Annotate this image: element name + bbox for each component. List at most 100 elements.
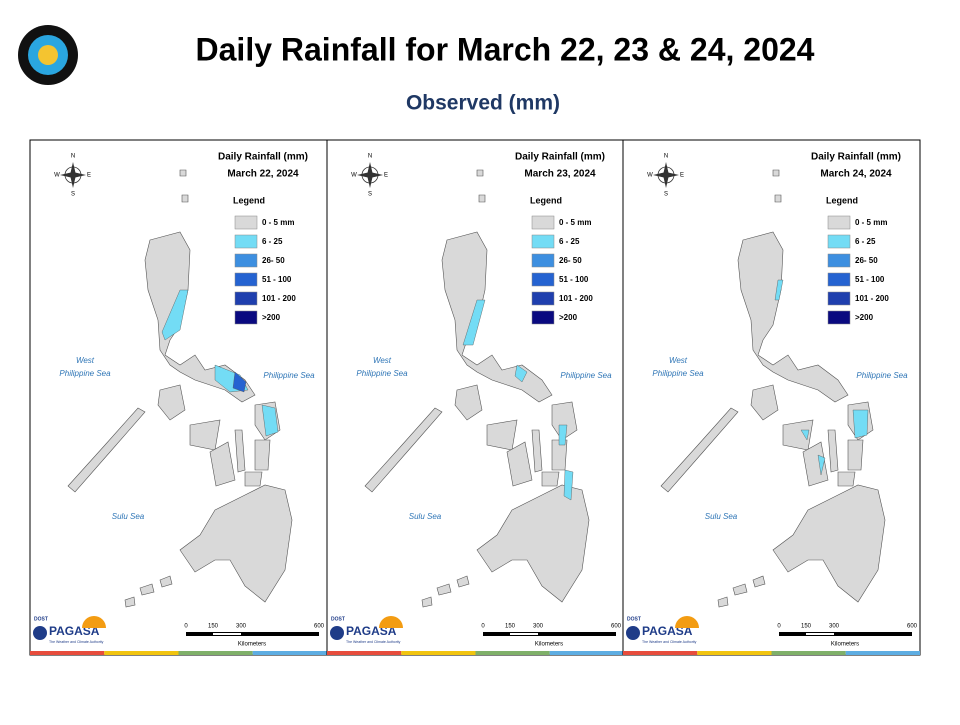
logo-text: DOST (34, 616, 48, 622)
scale-label: 300 (829, 624, 840, 630)
legend-swatch (531, 291, 555, 306)
compass-label: W (351, 173, 357, 179)
rainfall-area (161, 289, 189, 341)
rainfall-area (261, 404, 279, 437)
scale-bar (186, 632, 319, 636)
color-strip (178, 651, 253, 655)
logo-umbrella (379, 616, 403, 628)
scale-label: 600 (907, 624, 918, 630)
scale-label: 600 (611, 624, 622, 630)
page-subtitle: Observed (mm) (406, 92, 560, 115)
sea-label: Philippine Sea (263, 371, 315, 380)
legend-swatch (531, 272, 555, 287)
scale-label: 150 (505, 624, 516, 630)
rainfall-area (563, 469, 574, 501)
panel-title: Daily Rainfall (mm) (811, 152, 901, 163)
panels: Daily Rainfall (mm) March 22, 2024 N S W E Leg… (29, 139, 921, 656)
rainfall-area (558, 424, 568, 446)
color-strip (401, 651, 476, 655)
sea-label: Sulu Sea (112, 512, 145, 521)
compass-label: N (664, 154, 668, 160)
color-strip (104, 651, 179, 655)
sea-label: Philippine Sea (560, 371, 612, 380)
legend-label: 51 - 100 (559, 275, 589, 284)
compass-label: S (71, 192, 75, 198)
color-strip (30, 651, 105, 655)
color-strip (475, 651, 550, 655)
logo (18, 25, 78, 85)
compass-label: E (87, 173, 91, 179)
compass-label: S (664, 192, 668, 198)
scale-label: 0 (777, 624, 781, 630)
legend-label: 6 - 25 (559, 237, 580, 246)
compass (60, 172, 86, 178)
sea-label: Philippine Sea (652, 369, 704, 378)
compass-label: N (368, 154, 372, 160)
legend-swatch (234, 291, 258, 306)
scale-bar (510, 633, 538, 635)
color-strip (252, 651, 327, 655)
sea-label: Philippine Sea (356, 369, 408, 378)
legend-label: 51 - 100 (262, 275, 292, 284)
scale-bar (806, 633, 834, 635)
legend-label: 26- 50 (262, 256, 285, 265)
legend-label: 6 - 25 (855, 237, 876, 246)
rainfall-area (514, 364, 528, 383)
legend-swatch (827, 215, 851, 230)
legend-label: 26- 50 (855, 256, 878, 265)
scale-label: 600 (314, 624, 325, 630)
panel-date: March 22, 2024 (227, 169, 299, 180)
scale-unit: Kilometers (831, 642, 859, 648)
agency-logo (330, 626, 344, 640)
legend-swatch (234, 272, 258, 287)
color-strip (549, 651, 624, 655)
legend-label: 101 - 200 (855, 294, 889, 303)
legend-label: 0 - 5 mm (559, 218, 591, 227)
compass-label: S (368, 192, 372, 198)
scale-label: 300 (236, 624, 247, 630)
sea-label: West (669, 356, 688, 365)
legend-swatch (827, 234, 851, 249)
legend-swatch (827, 253, 851, 268)
legend-label: 0 - 5 mm (262, 218, 294, 227)
map-panel: Daily Rainfall (mm) March 24, 2024 N S W E Leg… (622, 139, 921, 656)
logo-text: The Weather and Climate Authority (346, 640, 401, 644)
legend-swatch (531, 310, 555, 325)
scale-label: 0 (184, 624, 188, 630)
page-title: Daily Rainfall for March 22, 23 & 24, 20… (196, 31, 815, 67)
compass (653, 172, 679, 178)
logo-umbrella (675, 616, 699, 628)
sea-label: Philippine Sea (59, 369, 111, 378)
legend-title: Legend (826, 195, 858, 205)
panel-date: March 23, 2024 (524, 169, 596, 180)
legend-swatch (234, 215, 258, 230)
color-strip (623, 651, 698, 655)
legend-swatch (531, 253, 555, 268)
legend-swatch (234, 234, 258, 249)
color-strip (327, 651, 402, 655)
rainfall-area (462, 299, 486, 346)
color-strip (771, 651, 846, 655)
logo-text: The Weather and Climate Authority (642, 640, 697, 644)
sea-label: Sulu Sea (705, 512, 738, 521)
scale-label: 150 (208, 624, 219, 630)
panel-title: Daily Rainfall (mm) (515, 152, 605, 163)
legend-label: >200 (262, 313, 281, 322)
legend-title: Legend (530, 195, 562, 205)
sea-label: West (76, 356, 95, 365)
legend-title: Legend (233, 195, 265, 205)
scale-unit: Kilometers (535, 642, 563, 648)
scale-label: 300 (533, 624, 544, 630)
legend-swatch (827, 272, 851, 287)
scale-bar (779, 632, 912, 636)
rainfall-area (232, 371, 247, 393)
panel-title: Daily Rainfall (mm) (218, 152, 308, 163)
compass-label: W (54, 173, 60, 179)
color-strip (697, 651, 772, 655)
compass-label: E (680, 173, 684, 179)
logo-text: DOST (627, 616, 641, 622)
legend-swatch (234, 310, 258, 325)
sea-label: Sulu Sea (409, 512, 442, 521)
legend-label: 101 - 200 (262, 294, 296, 303)
rainfall-area (852, 409, 869, 439)
